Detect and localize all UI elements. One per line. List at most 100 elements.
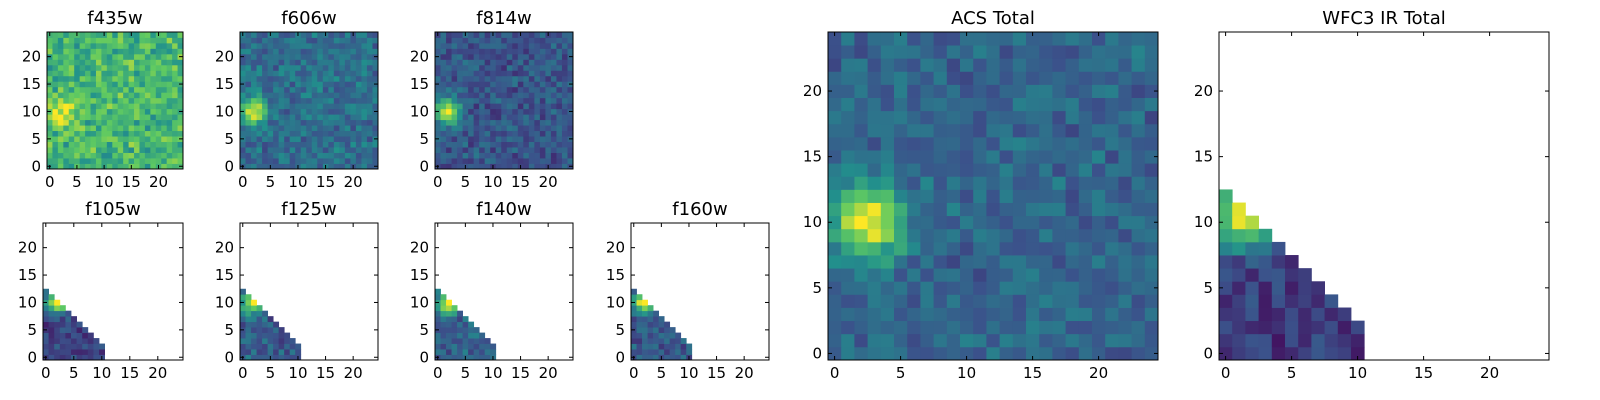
heatmap-cell xyxy=(479,114,486,121)
heatmap-cell xyxy=(440,354,447,361)
heatmap-cell xyxy=(556,152,563,159)
heatmap-cell xyxy=(262,327,268,333)
heatmap-cell xyxy=(1052,136,1066,151)
heatmap-cell xyxy=(372,48,379,55)
heatmap-cell xyxy=(894,268,908,282)
heatmap-cell xyxy=(636,327,643,333)
heatmap-cell xyxy=(289,86,296,93)
heatmap-cell xyxy=(841,45,855,59)
heatmap-cell xyxy=(484,152,491,159)
heatmap-cell xyxy=(631,310,637,317)
heatmap-cell xyxy=(117,108,124,115)
heatmap-cell xyxy=(451,316,458,323)
heatmap-cell xyxy=(545,86,552,93)
heatmap-cell xyxy=(123,141,129,148)
heatmap-cell xyxy=(1144,255,1159,269)
heatmap-cell xyxy=(68,53,75,60)
heatmap-cell xyxy=(344,42,351,49)
heatmap-cell xyxy=(501,103,508,110)
heatmap-cell xyxy=(256,97,263,104)
heatmap-cell xyxy=(134,42,140,49)
heatmap-cell xyxy=(339,152,346,159)
x-tick-label: 10 xyxy=(679,364,698,382)
heatmap-cell xyxy=(295,114,302,121)
heatmap-cell xyxy=(278,103,285,110)
heatmap-cell xyxy=(512,141,519,148)
heatmap-cell xyxy=(245,294,252,301)
heatmap-cell xyxy=(273,163,280,170)
heatmap-cell xyxy=(284,338,291,344)
heatmap-cell xyxy=(295,70,302,77)
heatmap-cell xyxy=(74,97,81,104)
heatmap-cell xyxy=(90,59,97,66)
heatmap-cell xyxy=(490,48,497,55)
heatmap-cell xyxy=(495,86,502,93)
heatmap-cell xyxy=(57,119,64,126)
x-tick-label: 5 xyxy=(69,364,79,382)
heatmap-cell xyxy=(245,136,252,142)
heatmap-cell xyxy=(1271,268,1286,282)
heatmap-cell xyxy=(68,75,75,82)
heatmap-cell xyxy=(311,59,318,66)
heatmap-cell xyxy=(457,75,463,82)
heatmap-cell xyxy=(1324,294,1339,308)
heatmap-cell xyxy=(1078,320,1093,335)
heatmap-cell xyxy=(451,349,458,355)
heatmap-cell xyxy=(545,64,552,71)
heatmap-cell xyxy=(1285,333,1299,348)
heatmap-cell xyxy=(462,42,469,49)
heatmap-cell xyxy=(333,70,340,77)
heatmap-cell xyxy=(82,343,89,350)
heatmap-cell xyxy=(317,81,324,88)
heatmap-cell xyxy=(501,163,508,170)
heatmap-cell xyxy=(300,86,307,93)
heatmap-cell xyxy=(311,147,318,153)
heatmap-cell xyxy=(372,97,379,104)
heatmap-cell xyxy=(85,81,91,88)
heatmap-cell xyxy=(295,349,302,355)
heatmap-cell xyxy=(262,130,268,137)
heatmap-cell xyxy=(517,70,524,77)
heatmap-cell xyxy=(894,189,908,203)
heatmap-cell xyxy=(251,316,257,323)
heatmap-cell xyxy=(946,215,961,230)
heatmap-cell xyxy=(150,152,157,159)
heatmap-cell xyxy=(999,110,1014,125)
heatmap-cell xyxy=(686,349,693,355)
heatmap-cell xyxy=(361,32,368,38)
heatmap-cell xyxy=(106,42,113,49)
heatmap-cell xyxy=(501,42,508,49)
heatmap-cell xyxy=(76,354,83,361)
heatmap-cell xyxy=(907,202,921,217)
heatmap-cell xyxy=(973,215,987,230)
heatmap-cell xyxy=(278,97,285,104)
heatmap-cell xyxy=(1092,255,1106,269)
heatmap-cell xyxy=(457,64,463,71)
heatmap-cell xyxy=(1039,163,1053,177)
heatmap-cell xyxy=(300,152,307,159)
heatmap-cell xyxy=(344,119,351,126)
heatmap-cell xyxy=(1052,189,1066,203)
y-tick-label: 5 xyxy=(224,130,234,148)
heatmap-cell xyxy=(144,158,151,164)
heatmap-cell xyxy=(256,103,263,110)
heatmap-cell xyxy=(245,141,252,148)
heatmap-cell xyxy=(907,189,921,203)
heatmap-cell xyxy=(289,354,296,361)
x-tick-label: 10 xyxy=(1348,364,1367,382)
heatmap-cell xyxy=(251,81,257,88)
heatmap-cell xyxy=(636,332,643,339)
heatmap-cell xyxy=(841,281,855,295)
heatmap-cell xyxy=(960,228,974,243)
heatmap-cell xyxy=(284,130,291,137)
heatmap-cell xyxy=(161,70,168,77)
heatmap-cell xyxy=(933,71,948,85)
heatmap-cell xyxy=(1131,45,1146,59)
heatmap-cell xyxy=(63,53,70,60)
heatmap-cell xyxy=(372,32,379,38)
heatmap-cell xyxy=(90,158,97,164)
heatmap-cell xyxy=(1092,58,1106,72)
y-tick-label: 15 xyxy=(1194,148,1213,166)
heatmap-cell xyxy=(256,114,263,121)
heatmap-cell xyxy=(435,294,441,301)
